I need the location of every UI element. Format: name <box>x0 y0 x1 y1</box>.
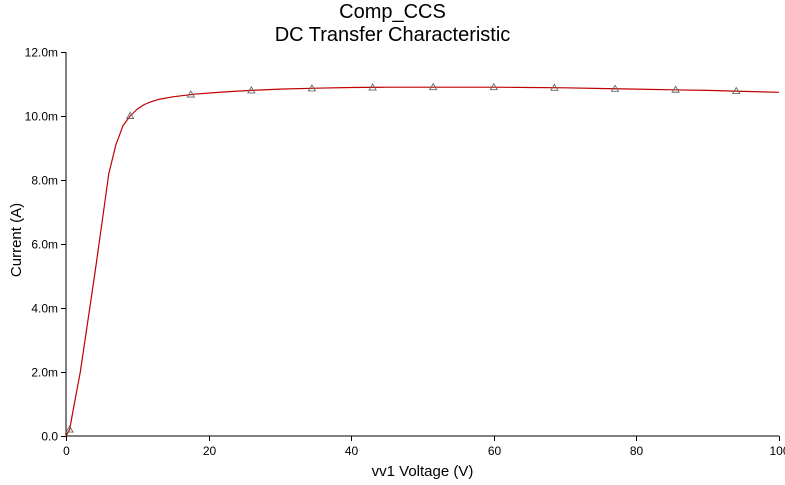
chart-title: Comp_CCS <box>339 1 446 23</box>
data-point-marker <box>671 85 680 93</box>
data-point-marker <box>610 84 620 92</box>
x-axis-label: vv1 Voltage (V) <box>371 463 474 480</box>
x-tick-label: 60 <box>488 444 502 458</box>
chart-subtitle: DC Transfer Characteristic <box>274 24 511 46</box>
data-point-marker <box>307 84 317 92</box>
data-point-marker <box>550 83 559 91</box>
data-point-marker <box>186 90 196 98</box>
data-point-marker <box>125 111 135 119</box>
y-tick-label: 4.0m <box>31 302 58 316</box>
x-tick-label: 20 <box>203 444 217 458</box>
data-point-marker <box>731 86 741 94</box>
y-tick-label: 8.0m <box>31 174 58 188</box>
y-tick-label: 12.0m <box>25 46 58 60</box>
y-tick-label: 2.0m <box>31 366 58 380</box>
x-tick-label: 0 <box>63 444 70 458</box>
x-tick-label: 80 <box>630 444 644 458</box>
current-series-line <box>65 86 780 437</box>
y-tick-label: 10.0m <box>25 110 58 124</box>
data-point-marker <box>368 83 377 91</box>
data-point-marker <box>489 82 499 91</box>
data-point-marker <box>247 86 256 94</box>
x-tick-label: 40 <box>345 444 359 458</box>
data-point-marker <box>65 425 74 433</box>
data-point-marker <box>428 82 438 91</box>
y-tick-label: 6.0m <box>31 238 58 252</box>
y-tick-label: 0.0 <box>41 430 58 444</box>
x-tick-label: 100 <box>769 444 785 458</box>
